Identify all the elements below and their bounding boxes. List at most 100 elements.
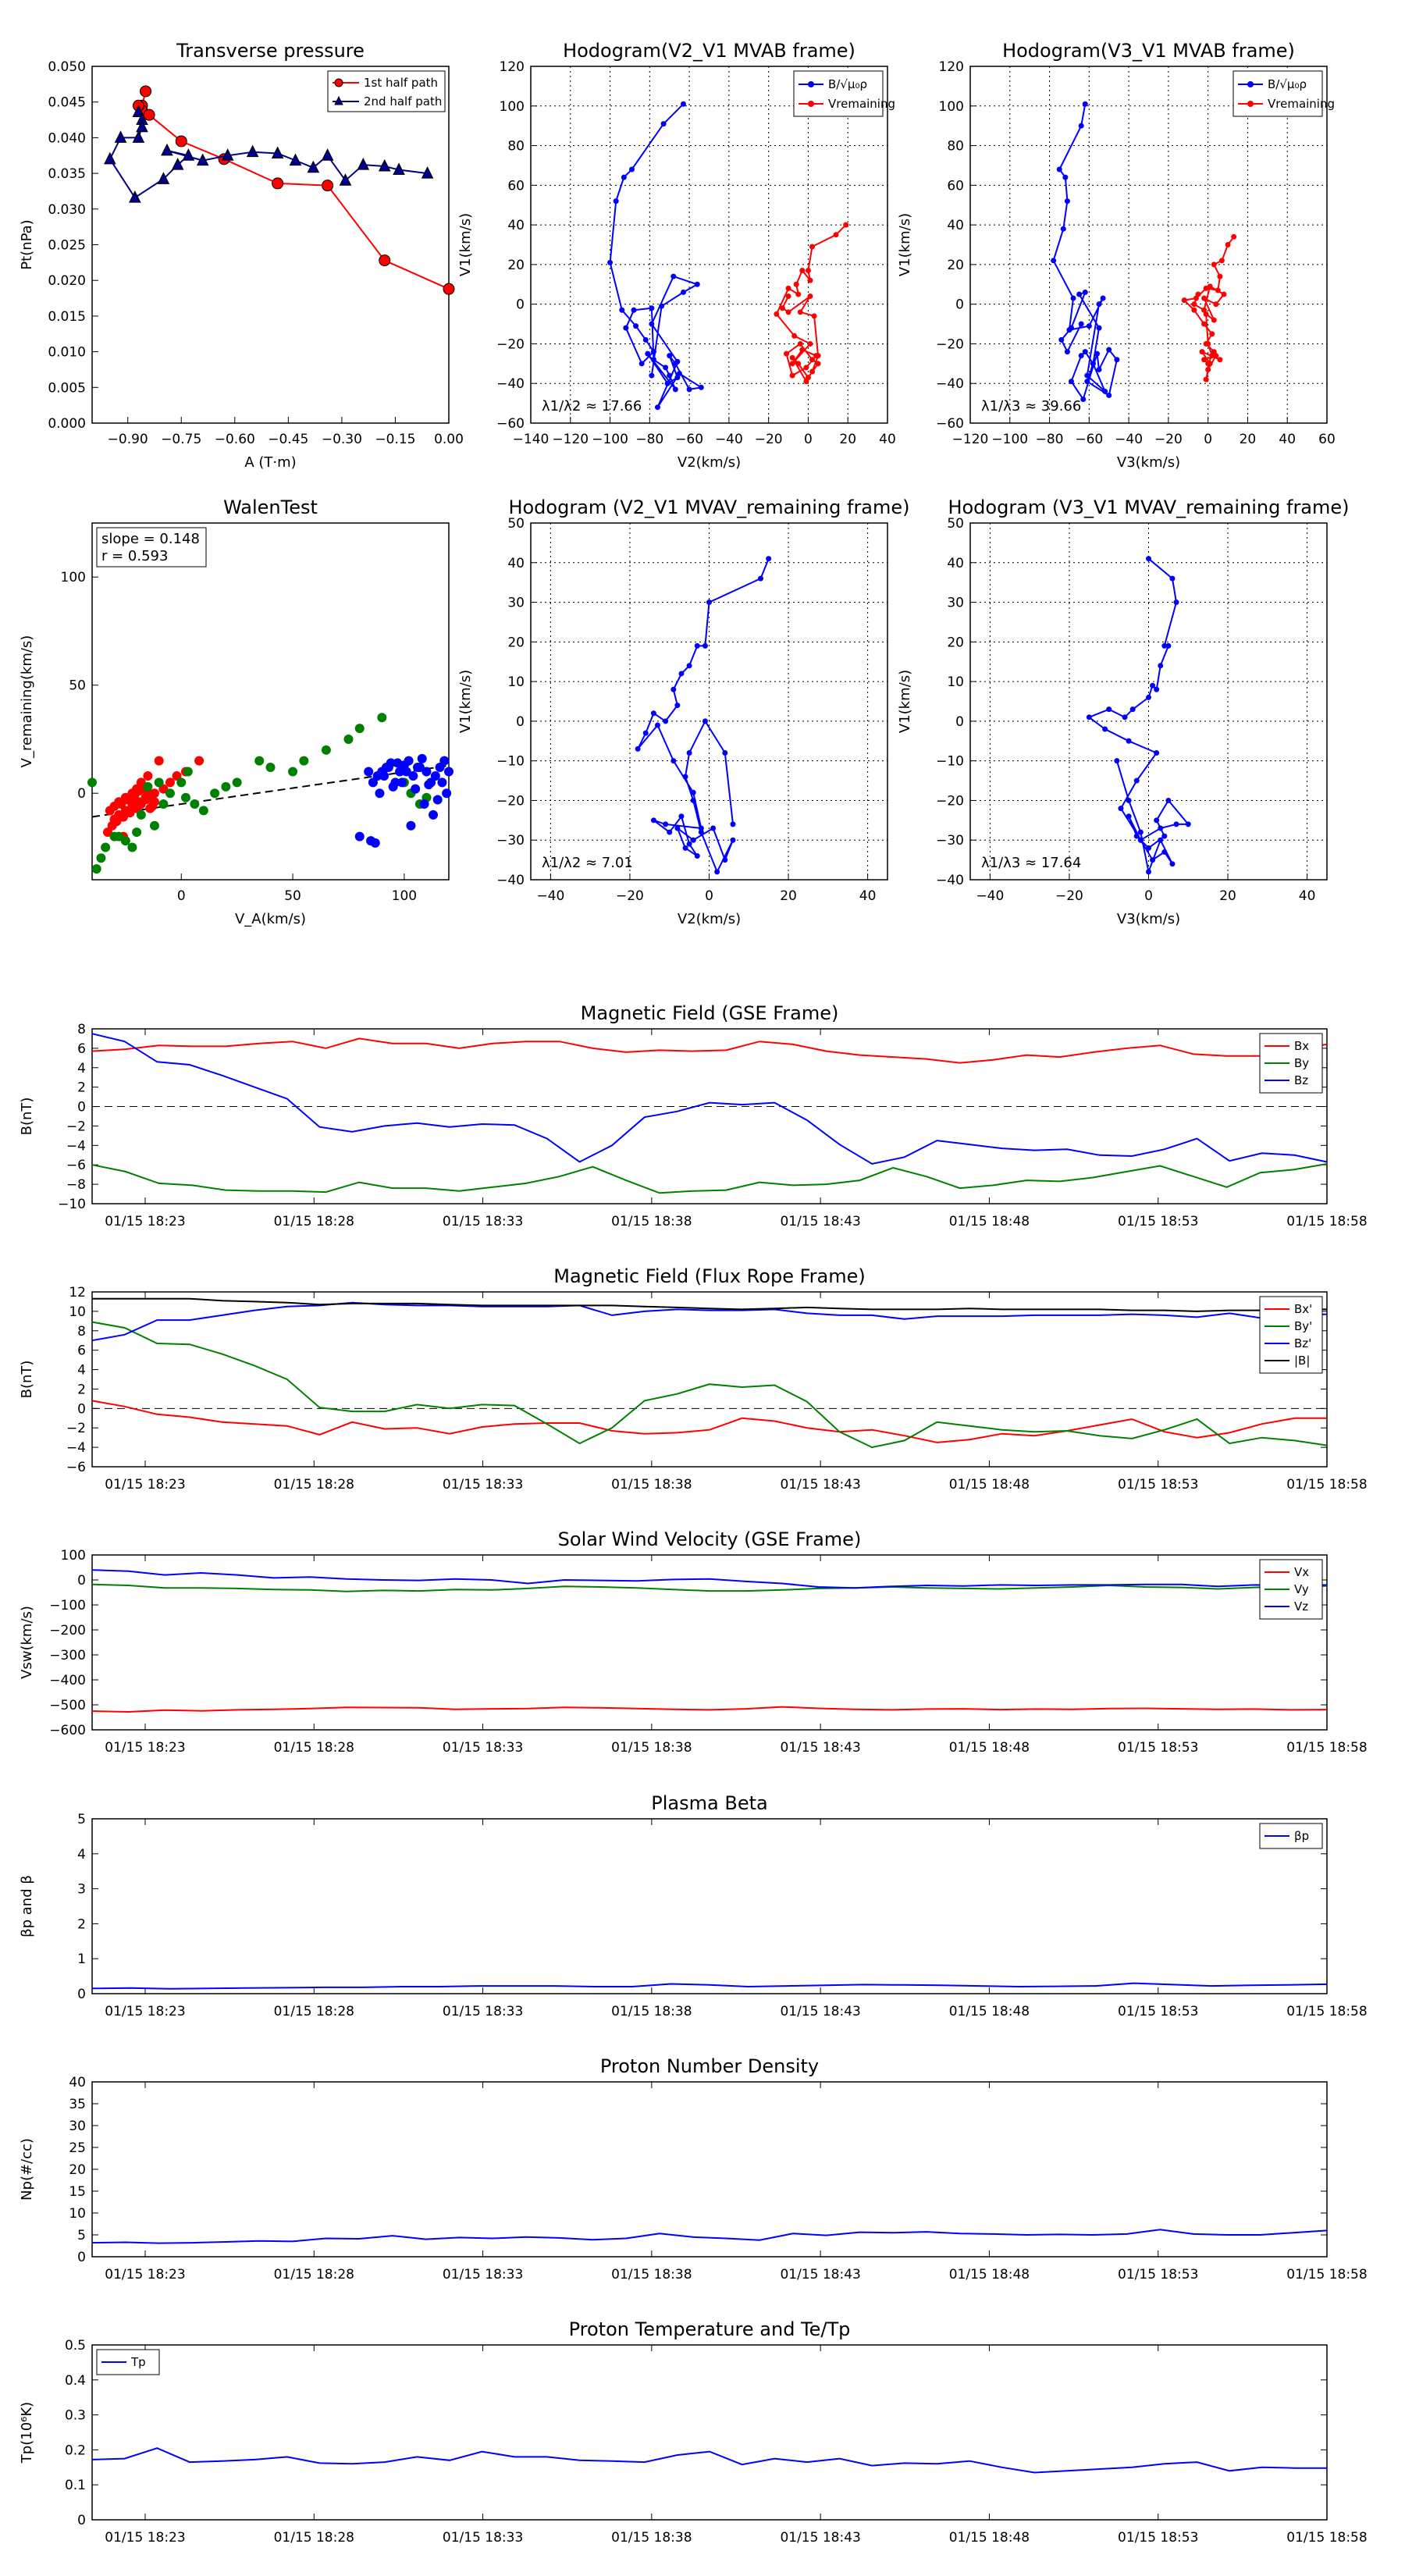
pt-ytick-label: 0.030 xyxy=(48,202,86,218)
tp-xtick-label: 01/15 18:23 xyxy=(105,2530,185,2546)
bfr-chart: −6 −4 −2 0 2 4 6 8 10 12 01/15 18:23 01/15 18:28 01/… xyxy=(19,1265,1368,1493)
h2-point xyxy=(1084,372,1090,379)
bgse-chart: −10 −8 −6 −4 −2 0 2 4 6 8 01/15 18:23 01/15 18:28 01… xyxy=(19,1002,1368,1229)
h1-point xyxy=(645,350,651,357)
walen-point xyxy=(444,767,454,777)
np-plot-frame xyxy=(91,2081,1328,2258)
h1-xtick-label: −40 xyxy=(715,432,743,447)
bfr-ytick-label: 2 xyxy=(77,1382,86,1397)
h2-xtick-label: −120 xyxy=(952,432,989,447)
h2-point xyxy=(1106,347,1112,353)
h2-xtick-label: 0 xyxy=(1204,432,1212,447)
h3-ytick-label: −10 xyxy=(496,754,525,770)
walen-point xyxy=(221,781,231,792)
bfr-xtick-label: 01/15 18:28 xyxy=(274,1477,354,1493)
walen-point xyxy=(102,827,112,838)
pt-ytick-label: 0.045 xyxy=(48,95,86,111)
vsw-xtick-label: 01/15 18:28 xyxy=(274,1740,354,1756)
walen-point xyxy=(404,756,414,766)
bfr-legend xyxy=(1259,1296,1323,1374)
h1-point xyxy=(791,333,798,339)
beta-ytick-label: 4 xyxy=(77,1847,86,1863)
pt-ytick-label: 0.025 xyxy=(48,238,86,254)
bfr-ytick-label: 10 xyxy=(69,1304,86,1320)
h3-point xyxy=(722,750,728,756)
vsw-ytick-label: −400 xyxy=(49,1673,86,1688)
pt-point xyxy=(271,146,284,159)
walen-point xyxy=(432,795,443,805)
h3-xtick-label: −40 xyxy=(536,888,564,904)
h3-point xyxy=(663,821,669,827)
beta-ytick-label: 0 xyxy=(77,1987,86,2002)
bfr-legend-label: Bx' xyxy=(1294,1302,1312,1316)
h1-series-line xyxy=(609,103,704,408)
h2-point xyxy=(1060,226,1066,232)
walen-point xyxy=(370,838,380,848)
h3-point xyxy=(635,745,641,752)
np-xtick-label: 01/15 18:33 xyxy=(443,2267,523,2282)
tp-xtick-label: 01/15 18:58 xyxy=(1286,2530,1367,2546)
pt-point xyxy=(421,165,434,179)
walen-point xyxy=(406,820,416,831)
h3-chart: −40 −20 0 20 40 −40 −30 −20 −10 0 10 20 30 40 50Hodogr… xyxy=(457,496,910,927)
h2-point xyxy=(1080,397,1087,403)
tp-xtick-label: 01/15 18:33 xyxy=(443,2530,523,2546)
beta-ytick-label: 2 xyxy=(77,1916,86,1932)
h2-xtick-label: −40 xyxy=(1115,432,1143,447)
walen-point xyxy=(364,767,374,777)
h3-ytick-label: −30 xyxy=(496,833,525,849)
h4-point xyxy=(1173,821,1179,827)
h2-point xyxy=(1201,307,1208,313)
h1-ytick-label: 80 xyxy=(507,139,525,155)
walen-point xyxy=(158,799,169,809)
walen-fit-line xyxy=(91,764,450,818)
h1-ylabel: V1(km/s) xyxy=(457,213,474,276)
np-ytick-label: 15 xyxy=(69,2184,86,2200)
h1-point xyxy=(664,380,670,386)
pt-point xyxy=(321,148,334,161)
walen-point xyxy=(377,713,387,723)
h1-point xyxy=(805,268,811,274)
h2-point xyxy=(1064,198,1070,205)
bgse-legend-label: By xyxy=(1294,1056,1309,1070)
np-xtick-label: 01/15 18:28 xyxy=(274,2267,354,2282)
h3-ytick-label: 20 xyxy=(507,635,525,650)
walen-point xyxy=(288,767,298,777)
h1-xtick-label: −20 xyxy=(755,432,783,447)
h3-point xyxy=(694,853,700,859)
h2-xlabel: V3(km/s) xyxy=(1117,454,1180,471)
pt-point xyxy=(171,158,184,170)
h1-point xyxy=(785,285,791,291)
tp-ytick-label: 0.5 xyxy=(65,2338,86,2354)
h1-point xyxy=(774,311,780,317)
beta-ytick-label: 1 xyxy=(77,1952,86,1967)
bgse-xtick-label: 01/15 18:43 xyxy=(780,1214,860,1229)
h1-xtick-label: −60 xyxy=(675,432,703,447)
h4-point xyxy=(1150,682,1156,688)
np-ytick-label: 25 xyxy=(69,2140,86,2156)
h2-point xyxy=(1076,291,1083,297)
h2-point xyxy=(1201,295,1208,301)
h3-point xyxy=(686,750,692,756)
walen-plot-frame xyxy=(91,522,450,881)
h4-point xyxy=(1165,797,1172,803)
h3-point xyxy=(674,825,681,831)
beta-chart: 0 1 2 3 4 5 01/15 18:23 01/15 18:28 01/15 18:33 0… xyxy=(19,1792,1368,2019)
h4-point xyxy=(1161,833,1168,839)
h1-point xyxy=(633,323,639,329)
h2-point xyxy=(1068,325,1074,331)
h2-point xyxy=(1209,331,1215,337)
h1-ytick-label: 0 xyxy=(516,297,525,313)
h1-annotation: λ1/λ2 ≈ 17.66 xyxy=(542,398,642,415)
h1-point xyxy=(650,349,656,355)
vsw-ytick-label: −500 xyxy=(49,1698,86,1713)
h1-point xyxy=(833,232,839,238)
vsw-series-line xyxy=(91,1706,1328,1713)
tp-ytick-label: 0.4 xyxy=(65,2373,86,2389)
walen-point xyxy=(154,777,164,788)
beta-xtick-label: 01/15 18:23 xyxy=(105,2004,185,2019)
np-xtick-label: 01/15 18:43 xyxy=(780,2267,860,2282)
h4-xtick-label: 0 xyxy=(1144,888,1153,904)
h1-point xyxy=(613,198,619,205)
h2-point xyxy=(1084,379,1090,385)
